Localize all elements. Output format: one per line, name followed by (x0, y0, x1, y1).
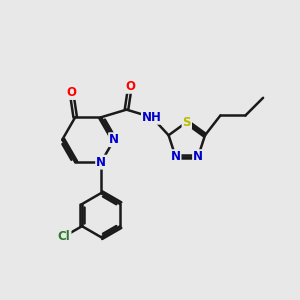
Text: N: N (193, 150, 203, 163)
Text: N: N (171, 150, 181, 163)
Text: O: O (67, 86, 76, 99)
Text: N: N (96, 156, 106, 169)
Text: O: O (125, 80, 135, 93)
Text: S: S (183, 116, 191, 128)
Text: Cl: Cl (58, 230, 70, 243)
Text: NH: NH (142, 111, 162, 124)
Text: N: N (109, 133, 119, 146)
